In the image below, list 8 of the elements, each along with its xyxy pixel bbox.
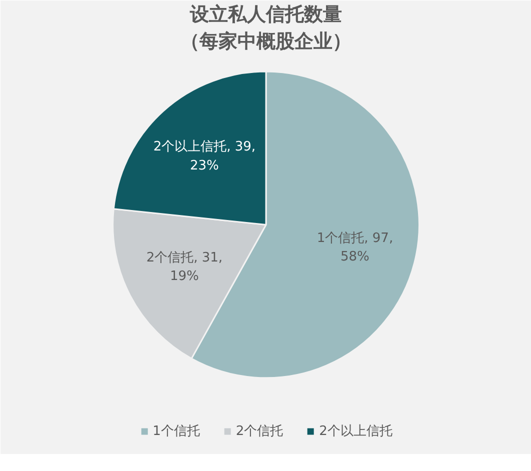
chart-subtitle: （每家中概股企业） (180, 30, 352, 52)
legend-label: 2个信托 (236, 423, 284, 440)
data-label: 2个信托, 31, 19% (146, 250, 223, 284)
data-label: 2个以上信托, 39, 23% (153, 140, 256, 174)
data-label: 1个信托, 97, 58% (316, 230, 394, 265)
chart-title: 设立私人信托数量 (189, 4, 342, 26)
legend-label: 1个信托 (152, 423, 200, 440)
legend-label: 2个以上信托 (319, 423, 392, 440)
